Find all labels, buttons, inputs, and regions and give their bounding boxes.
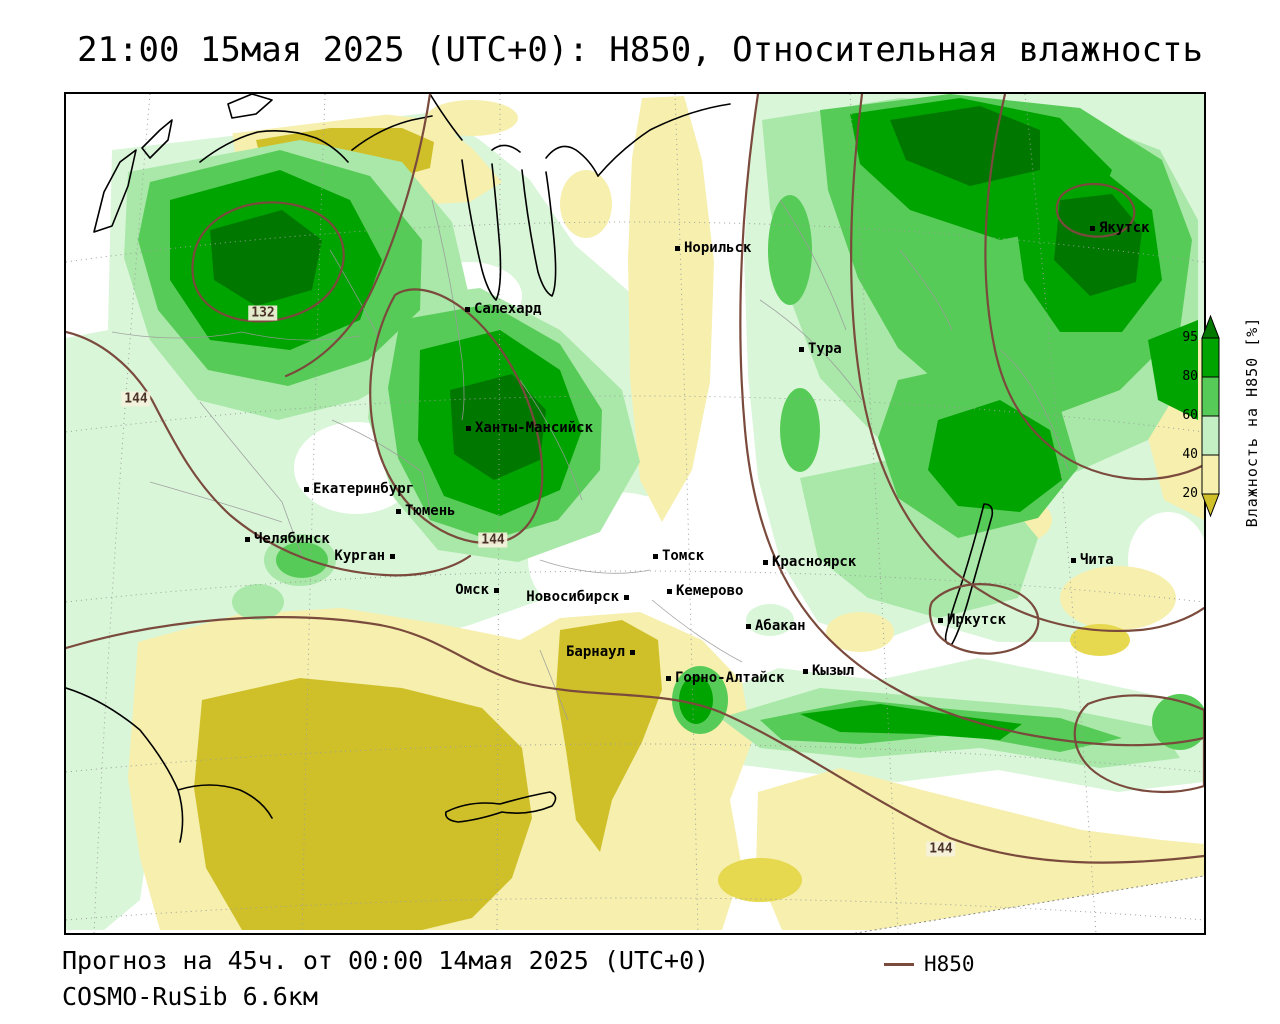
domain-cut-top-left <box>66 94 428 338</box>
city-label: Якутск <box>1099 220 1150 236</box>
city-label: Тура <box>808 341 842 357</box>
city-label: Иркутск <box>947 612 1007 628</box>
h850-legend: H850 <box>884 952 975 976</box>
colorbar-tick-label: 60 <box>1182 408 1198 423</box>
contour-value-label: 144 <box>926 841 956 857</box>
legend-label: H850 <box>924 952 975 976</box>
city-dot <box>653 554 658 559</box>
city-dot <box>746 624 751 629</box>
city-dot <box>624 595 629 600</box>
contour-value-label: 132 <box>248 305 278 321</box>
colorbar-segment <box>1201 415 1220 456</box>
city-dot <box>763 560 768 565</box>
contour-value-label: 144 <box>121 391 151 407</box>
h850-contour-lines <box>66 94 1204 864</box>
city-label: Омск <box>455 582 489 598</box>
city-dot <box>245 537 250 542</box>
domain-cut-bottom-right <box>850 876 1204 934</box>
colorbar-arrow-bottom <box>1201 493 1220 518</box>
city-label: Екатеринбург <box>313 481 415 497</box>
city-label: Горно-Алтайск <box>675 670 785 686</box>
city-label: Барнаул <box>565 644 625 660</box>
city-label: Кызыл <box>812 663 855 679</box>
colorbar-tick-label: 80 <box>1182 369 1198 384</box>
city-dot <box>938 618 943 623</box>
humidity-field-darkest-green <box>210 106 1142 480</box>
city-dot <box>675 246 680 251</box>
colorbar <box>1201 314 1220 518</box>
city-dot <box>465 307 470 312</box>
colorbar-tick-label: 20 <box>1182 486 1198 501</box>
city-dot <box>396 509 401 514</box>
colorbar-segment <box>1201 337 1220 378</box>
colorbar-axis-label: Влажность на H850 [%] <box>1243 316 1261 528</box>
city-dot <box>799 347 804 352</box>
city-dot <box>667 589 672 594</box>
model-info: COSMO-RuSib 6.6км <box>62 982 318 1011</box>
h850-contour-legend-line <box>884 962 914 966</box>
city-label: Кемерово <box>676 583 744 599</box>
forecast-info: Прогноз на 45ч. от 00:00 14мая 2025 (UTC… <box>62 946 710 975</box>
city-label: Ханты-Мансийск <box>475 420 594 436</box>
city-label: Тюмень <box>405 503 456 519</box>
map-frame <box>64 92 1206 935</box>
colorbar-arrow-top <box>1201 314 1220 339</box>
city-label: Челябинск <box>254 531 330 547</box>
city-label: Новосибирск <box>526 589 619 605</box>
graticule <box>66 94 1204 934</box>
city-dot <box>1090 226 1095 231</box>
contour-value-label: 144 <box>478 532 508 548</box>
city-dot <box>390 554 395 559</box>
city-dot <box>304 487 309 492</box>
city-label: Курган <box>334 548 385 564</box>
city-dot <box>466 426 471 431</box>
city-dot <box>494 588 499 593</box>
colorbar-tick-label: 95 <box>1182 330 1198 345</box>
colorbar-segment <box>1201 376 1220 417</box>
admin-borders <box>111 199 1069 721</box>
city-label: Красноярск <box>772 554 857 570</box>
page-title: 21:00 15мая 2025 (UTC+0): H850, Относите… <box>77 30 1203 70</box>
city-dot <box>803 669 808 674</box>
city-label: Салехард <box>474 301 542 317</box>
colorbar-tick-label: 40 <box>1182 447 1198 462</box>
city-label: Томск <box>662 548 705 564</box>
city-dot <box>666 676 671 681</box>
city-label: Абакан <box>755 618 806 634</box>
city-dot <box>630 650 635 655</box>
city-label: Чита <box>1080 552 1114 568</box>
coastlines <box>66 94 994 843</box>
city-dot <box>1071 558 1076 563</box>
colorbar-segment <box>1201 454 1220 495</box>
city-label: Норильск <box>684 240 752 256</box>
